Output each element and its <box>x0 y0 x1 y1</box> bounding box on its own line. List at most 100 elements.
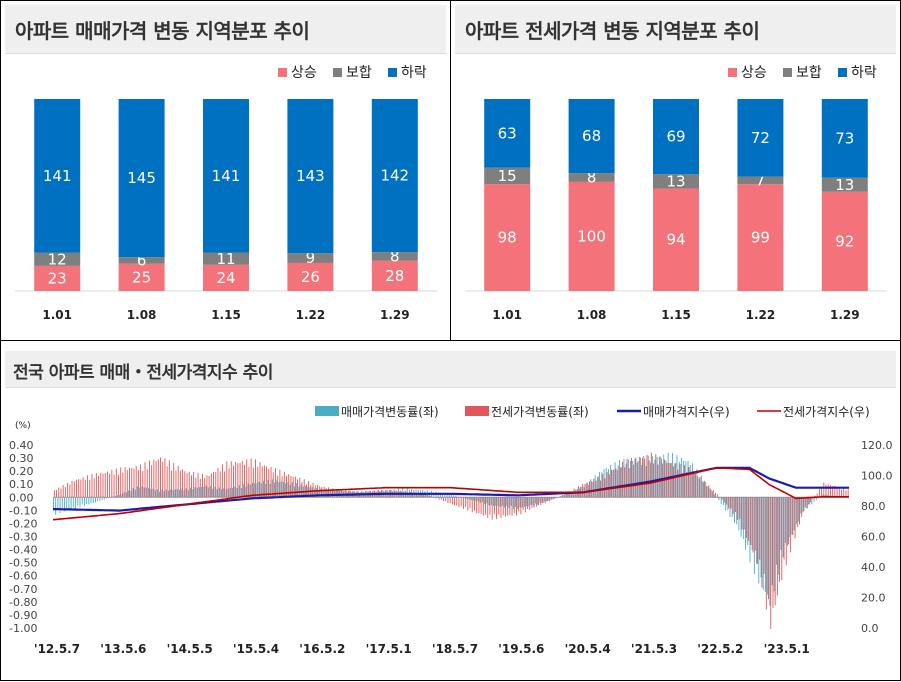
rate-bar-0-301 <box>718 497 720 501</box>
rate-bar-1-218 <box>535 497 537 507</box>
rate-bar-0-121 <box>320 488 322 498</box>
rate-bar-1-199 <box>493 497 495 514</box>
rate-bar-1-33 <box>126 470 128 498</box>
rate-bar-0-243 <box>590 479 592 498</box>
rate-bar-0-270 <box>650 462 651 498</box>
rate-bar-1-188 <box>469 497 471 509</box>
data-label-1-4: 8 <box>390 247 400 265</box>
rate-bar-1-47 <box>157 459 159 498</box>
rate-bar-1-240 <box>584 483 586 498</box>
rate-bar-0-70 <box>207 487 209 498</box>
left-tick-label-5: -0.10 <box>9 504 37 517</box>
rate-bar-1-252 <box>611 469 612 498</box>
rate-bar-1-86 <box>244 464 245 498</box>
rate-bar-1-354 <box>836 487 838 498</box>
rate-bar-0-307 <box>731 497 733 517</box>
rate-bar-1-227 <box>555 497 557 499</box>
left-tick-label-13: -0.90 <box>9 609 37 622</box>
rate-bar-0-116 <box>309 487 311 498</box>
rate-bar-1-177 <box>445 497 447 502</box>
rate-bar-0-342 <box>809 497 811 505</box>
rate-bar-1-257 <box>622 461 624 498</box>
rate-bar-1-248 <box>602 474 604 498</box>
rate-bar-1-72 <box>213 471 214 498</box>
data-label-2-2: 141 <box>212 167 241 185</box>
rate-bar-0-94 <box>260 483 262 498</box>
x-tick-label-2: 1.15 <box>211 308 241 322</box>
rate-bar-0-295 <box>705 481 707 498</box>
rate-bar-1-69 <box>206 475 208 498</box>
rate-bar-0-43 <box>148 487 149 498</box>
rate-bar-1-7 <box>69 484 71 498</box>
rate-bar-1-193 <box>480 497 482 515</box>
rate-bar-0-208 <box>512 497 514 509</box>
rate-bar-0-190 <box>473 497 475 501</box>
rate-bar-1-74 <box>217 467 219 498</box>
rate-bar-1-68 <box>204 478 206 498</box>
rate-bar-1-32 <box>124 467 126 498</box>
rate-bar-0-224 <box>548 497 550 501</box>
legend-label-1: 보합 <box>796 65 822 81</box>
rate-bar-1-341 <box>807 497 809 505</box>
rate-bar-1-172 <box>434 497 436 498</box>
rate-bar-0-73 <box>214 486 216 498</box>
rate-bar-0-26 <box>110 497 112 498</box>
rate-bar-0-344 <box>813 497 815 502</box>
rate-bar-1-83 <box>237 463 239 498</box>
bar-segment-0-3 <box>737 184 784 291</box>
rate-bar-1-254 <box>615 468 617 498</box>
rate-bar-0-201 <box>497 497 499 507</box>
rate-bar-1-272 <box>655 454 657 498</box>
data-label-0-1: 25 <box>132 268 151 286</box>
rate-bar-0-292 <box>698 478 700 498</box>
rate-bar-0-5 <box>64 497 65 512</box>
legend-label-0: 상승 <box>741 65 767 81</box>
rate-bar-1-349 <box>825 484 827 498</box>
rate-bar-0-313 <box>745 497 746 550</box>
rate-bar-1-309 <box>737 497 739 520</box>
rate-bar-1-293 <box>701 481 703 498</box>
rate-bar-1-195 <box>485 497 486 515</box>
rate-bar-1-258 <box>624 467 626 498</box>
rate-bar-0-35 <box>130 490 132 498</box>
rate-bar-0-12 <box>79 497 81 508</box>
rate-bar-1-340 <box>805 497 807 509</box>
rate-bar-1-312 <box>743 497 745 530</box>
rate-bar-0-31 <box>121 493 123 498</box>
rate-bar-1-264 <box>637 461 639 498</box>
data-label-1-2: 11 <box>216 250 235 268</box>
rate-bar-0-22 <box>101 497 103 500</box>
rate-bar-1-291 <box>697 476 699 498</box>
data-label-2-4: 73 <box>835 129 854 147</box>
rate-bar-0-45 <box>152 488 154 498</box>
rate-bar-0-57 <box>179 489 180 498</box>
rate-bar-0-337 <box>798 497 800 522</box>
rate-bar-1-171 <box>432 496 433 498</box>
rate-bar-1-26 <box>111 469 113 498</box>
data-label-2-1: 145 <box>127 169 156 187</box>
rate-bar-1-28 <box>115 468 117 498</box>
rate-bar-1-282 <box>677 469 679 498</box>
rate-bar-1-239 <box>582 483 584 498</box>
data-label-1-2: 13 <box>666 172 685 190</box>
rate-bar-1-176 <box>443 497 444 502</box>
data-label-0-4: 28 <box>385 267 404 285</box>
rate-bar-0-177 <box>444 493 446 498</box>
rate-bar-0-74 <box>216 489 218 498</box>
jeonse-distribution-chart: 상승 보합 하락 98 15 63 1.01 100 8 68 1.08 94 13 69 1.15 99 7 7… <box>465 65 887 322</box>
rate-bar-1-91 <box>255 459 257 498</box>
rate-bar-0-231 <box>563 495 565 498</box>
rate-bar-0-287 <box>687 460 689 498</box>
rate-bar-0-261 <box>630 460 631 498</box>
rate-bar-1-215 <box>529 497 531 510</box>
rate-bar-0-4 <box>61 497 63 511</box>
legend-swatch-1 <box>783 68 792 77</box>
rate-bar-1-317 <box>754 497 756 551</box>
rate-bar-0-269 <box>647 455 649 498</box>
rate-bar-1-198 <box>491 497 493 520</box>
rate-bar-0-92 <box>256 483 258 498</box>
rate-bar-0-176 <box>442 493 444 498</box>
rate-bar-1-169 <box>427 495 429 498</box>
rate-bar-1-210 <box>518 497 520 512</box>
rate-bar-1-265 <box>639 457 641 498</box>
